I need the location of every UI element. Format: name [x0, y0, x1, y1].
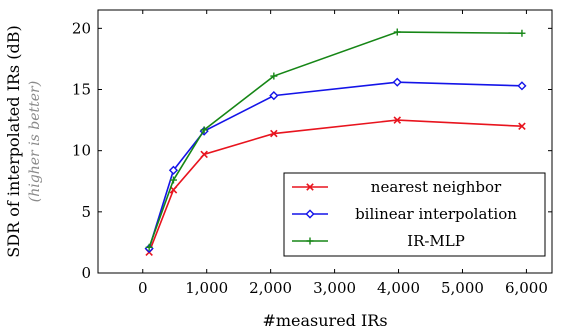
- series-layer: [144, 28, 527, 256]
- legend-item: IR-MLP: [292, 232, 465, 250]
- legend-item: nearest neighbor: [292, 178, 502, 196]
- x-tick-label: 0: [138, 279, 148, 297]
- data-point: [306, 183, 314, 191]
- data-point: [306, 237, 314, 245]
- data-point: [518, 29, 526, 37]
- x-tick-label: 4,000: [377, 279, 420, 297]
- data-point: [393, 116, 402, 124]
- plot-area: 0 1,000 2,000 3,000 4,000 5,000 6,000 0 5 10 15 20: [72, 9, 553, 297]
- data-point: [168, 165, 179, 175]
- y-tick-label: 10: [72, 142, 91, 160]
- x-axis: 0 1,000 2,000 3,000 4,000 5,000 6,000: [138, 10, 548, 297]
- data-point: [169, 176, 177, 184]
- y-axis: 0 5 10 15 20: [72, 19, 552, 282]
- y-tick-label: 20: [72, 19, 91, 37]
- data-point: [518, 122, 526, 130]
- x-tick-label: 2,000: [249, 279, 292, 297]
- data-point: [270, 129, 278, 138]
- legend-label: nearest neighbor: [371, 178, 502, 196]
- y-tick-label: 15: [72, 81, 91, 99]
- data-point: [145, 243, 153, 251]
- data-point: [200, 150, 208, 159]
- x-tick-label: 3,000: [313, 279, 356, 297]
- x-tick-label: 6,000: [505, 279, 548, 297]
- x-tick-label: 1,000: [185, 279, 228, 297]
- legend-item: bilinear interpolation: [292, 205, 517, 223]
- y-axis-note: (higher is better): [27, 81, 43, 202]
- legend-label: bilinear interpolation: [355, 205, 517, 223]
- series-line: [148, 31, 522, 248]
- series-line: [148, 81, 522, 249]
- legend-label: IR-MLP: [407, 232, 465, 250]
- series-ir-mlp: [145, 28, 526, 251]
- data-point: [269, 91, 279, 101]
- series-line: [148, 119, 522, 253]
- data-point: [517, 81, 527, 91]
- series-nearest-neighbor: [145, 116, 526, 256]
- data-point: [305, 209, 315, 219]
- x-tick-label: 5,000: [441, 279, 484, 297]
- x-axis-label: #measured IRs: [262, 311, 387, 330]
- y-tick-label: 0: [81, 264, 91, 282]
- y-tick-label: 5: [81, 203, 91, 221]
- data-point: [393, 28, 401, 36]
- data-point: [270, 72, 278, 80]
- legend: nearest neighbor bilinear interpolation IR…: [283, 172, 546, 257]
- y-axis-label: SDR of interpolated IRs (dB): [4, 25, 23, 257]
- data-point: [392, 77, 402, 87]
- data-point: [200, 126, 208, 134]
- plot-frame: [97, 9, 553, 274]
